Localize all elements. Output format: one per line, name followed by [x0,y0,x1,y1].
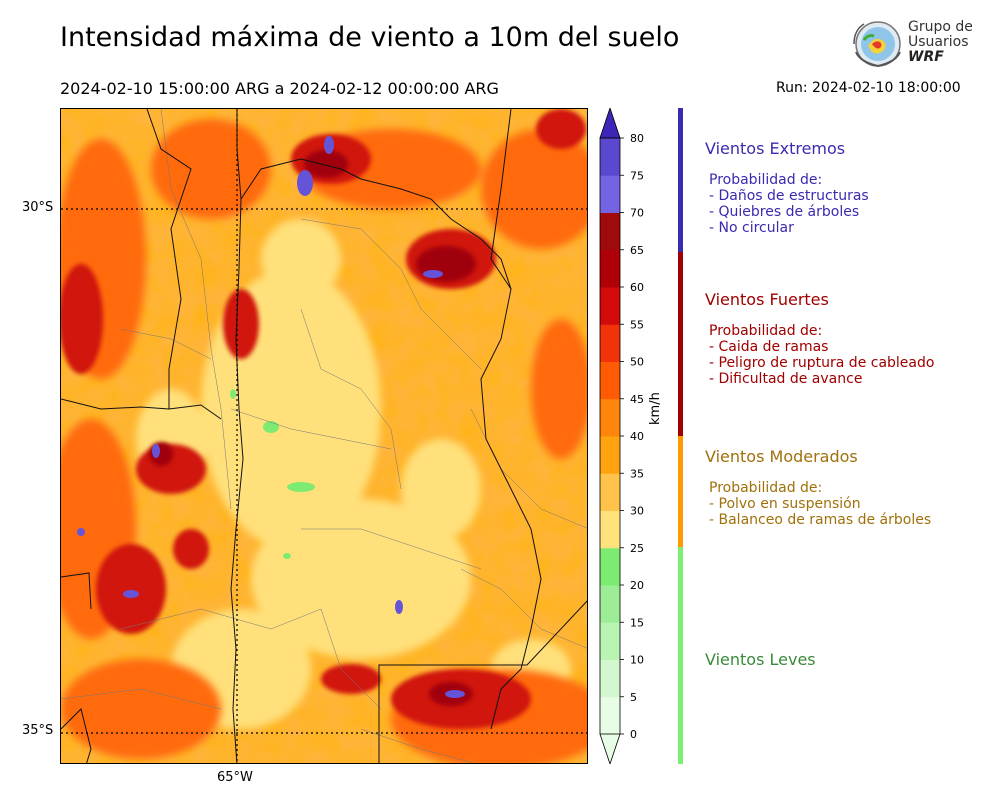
valid-period: 2024-02-10 15:00:00 ARG a 2024-02-12 00:… [60,79,499,98]
colorbar-tick-label: 25 [630,542,644,555]
lat-label-30s: 30°S [22,200,54,215]
extreme-wind-spots [77,136,465,698]
logo-line-2: Usuarios [908,34,969,50]
wrf-logo: Grupo de Usuarios WRF [848,16,978,72]
category-bar [678,252,683,436]
colorbar-segment [600,175,620,213]
logo-text: Grupo de Usuarios WRF [908,20,973,65]
colorbar-tick-label: 10 [630,654,644,667]
category-description-line: - Caida de ramas [709,339,829,355]
logo-line-1: Grupo de [908,19,973,35]
colorbar-segment [600,398,620,437]
category-description: Probabilidad de: - Caida de ramas - Peligr… [709,323,934,387]
category-title: Vientos Leves [705,650,816,669]
very-strong-wind-areas [61,109,586,729]
colorbar-tick-label: 20 [630,579,644,592]
colorbar-extend-low [599,733,621,766]
category-description-line: - Balanceo de ramas de árboles [709,512,932,528]
colorbar-tick-label: 5 [630,691,637,704]
category-description-line: Probabilidad de: [709,480,823,496]
colorbar-tick-label: 55 [630,318,644,331]
colorbar-segment [600,361,620,400]
lat-label-35s: 35°S [22,723,54,738]
colorbar-svg: 0 5 10 15 20 25 30 35 40 45 50 55 60 65 70 75 80 [599,106,644,766]
colorbar-tick-label: 60 [630,281,644,294]
category-description-line: Probabilidad de: [709,323,823,339]
colorbar-segment [600,659,620,698]
wind-field-svg [61,109,587,763]
light-wind-spots [230,389,315,559]
colorbar-segment [600,324,620,362]
category-description-line: - No circular [709,220,794,236]
colorbar-tick-label: 35 [630,467,644,480]
colorbar-tick-label: 80 [630,132,644,145]
colorbar-segment [600,436,620,474]
colorbar-tick-label: 30 [630,505,644,518]
colorbar-tick-label: 0 [630,728,637,741]
colorbar: 0 5 10 15 20 25 30 35 40 45 50 55 60 65 70 75 80 [596,106,656,766]
colorbar-tick-label: 40 [630,430,644,443]
colorbar-segment [600,547,620,586]
category-bar [678,547,683,764]
colorbar-tick-label: 50 [630,356,644,369]
department-boundaries [61,109,587,763]
category-description-line: - Quiebres de árboles [709,204,860,220]
colorbar-segment [600,622,620,660]
category-description-line: - Dificultad de avance [709,371,863,387]
wind-map [60,108,588,764]
colorbar-tick-label: 65 [630,244,644,257]
province-boundaries [61,109,587,763]
colorbar-extend-high [599,106,621,139]
colorbar-unit: km/h [648,392,663,425]
category-description-line: - Daños de estructuras [709,188,869,204]
chart-title: Intensidad máxima de viento a 10m del su… [60,22,680,53]
colorbar-segment [600,249,620,288]
category-title: Vientos Extremos [705,139,846,158]
colorbar-segment [600,473,620,511]
colorbar-segment [600,212,620,251]
logo-line-3: WRF [908,49,944,65]
colorbar-tick-label: 75 [630,169,644,182]
colorbar-segment [600,138,620,176]
category-description-line: - Peligro de ruptura de cableado [709,355,935,371]
colorbar-segment [600,287,620,325]
colorbar-segment [600,510,620,549]
colorbar-tick-label: 15 [630,616,644,629]
colorbar-tick-label: 45 [630,393,644,406]
colorbar-tick-label: 70 [630,207,644,220]
category-bar [678,436,683,547]
lon-label-65w: 65°W [217,770,253,785]
colorbar-segment [600,696,620,735]
category-bar [678,108,683,252]
colorbar-segment [600,585,620,623]
run-time: Run: 2024-02-10 18:00:00 [776,80,961,96]
graticule [61,109,587,763]
globe-icon [853,21,901,68]
category-title: Vientos Moderados [705,447,858,466]
category-description: Probabilidad de: - Polvo en suspensión - B… [709,480,931,528]
category-title: Vientos Fuertes [705,290,829,309]
category-description: Probabilidad de: - Daños de estructuras - … [709,172,869,236]
category-description-line: Probabilidad de: [709,172,823,188]
category-description-line: - Polvo en suspensión [709,496,861,512]
